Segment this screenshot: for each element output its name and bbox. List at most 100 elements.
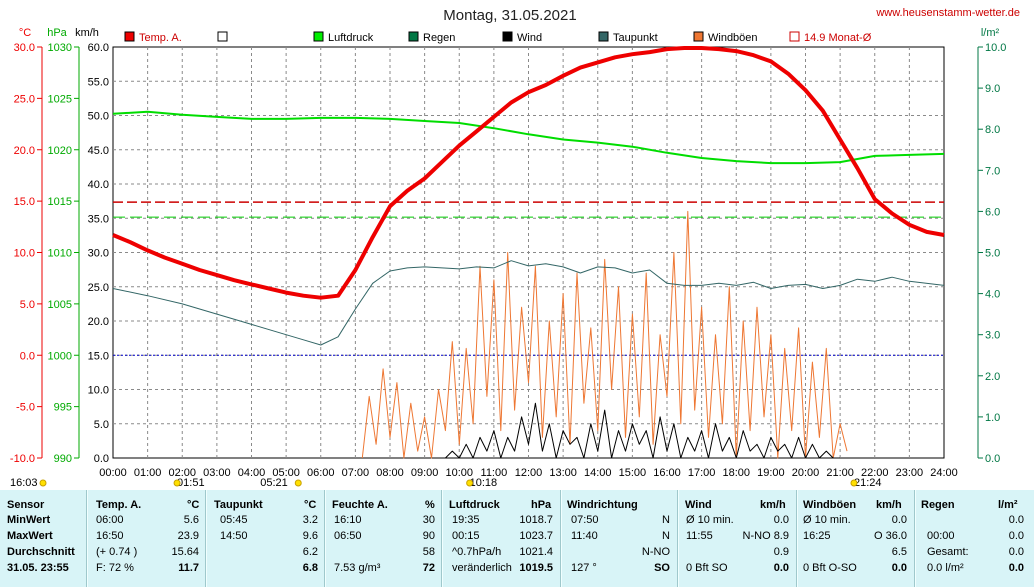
table-cell-r2: 0.0 (1008, 562, 1024, 574)
pressure-tick-label: 1030 (48, 42, 72, 54)
wind-tick-label: 10.0 (88, 385, 109, 397)
time-marker-dot (466, 479, 474, 487)
y-axes: 30.0 25.0 20.0 15.0 10.0 5.0 0.0 -5.0 -10.0 1030 1… (10, 42, 1007, 465)
wind-tick-label: 20.0 (88, 316, 109, 328)
temp-tick-label: -5.0 (16, 402, 35, 414)
table-cell-t2: 5.6 (183, 514, 199, 526)
table-cell-h2: 90 (422, 530, 435, 542)
table-cell-wi2: N-NO 8.9 (742, 530, 789, 542)
reference-lines (113, 201, 944, 356)
table-cell-r2: 0.0 (1008, 530, 1024, 542)
table-cell-h2: 30 (422, 514, 435, 526)
temp-tick-label: 10.0 (14, 248, 35, 260)
header-wind: Wind (685, 499, 712, 511)
x-tick-label: 24:00 (930, 467, 958, 479)
series-luftdruck-line (112, 110, 945, 165)
table-cell-wi1: Ø 10 min. (686, 514, 734, 526)
pressure-tick-label: 995 (54, 402, 72, 414)
rain-tick-label: 4.0 (985, 289, 1000, 301)
temp-tick-label: 15.0 (14, 196, 35, 208)
table-cell-wi2: 0.9 (773, 546, 789, 558)
header-temp-unit: °C (187, 499, 200, 511)
table-cell-sensor: MaxWert (7, 530, 53, 542)
table-cell-p2: 1021.4 (519, 546, 553, 558)
rain-unit-label: l/m² (981, 27, 1000, 39)
series-windb-en-line (361, 210, 848, 459)
time-marker-label: 01:51 (177, 477, 205, 489)
table-cell-w2: N (662, 530, 670, 542)
pressure-tick-label: 1020 (48, 145, 72, 157)
pressure-tick-label: 1000 (48, 350, 72, 362)
wind-tick-label: 0.0 (94, 453, 109, 465)
wind-tick-label: 45.0 (88, 145, 109, 157)
table-cell-g2: 6.5 (891, 546, 907, 558)
x-tick-label: 21:00 (826, 467, 854, 479)
header-gust-unit: km/h (876, 499, 902, 511)
x-tick-label: 05:00 (272, 467, 300, 479)
stats-table: Sensor Temp. A. °C Taupunkt °C Feuchte A… (0, 490, 1034, 587)
table-cell-d2: 3.2 (302, 514, 318, 526)
table-cell-w2: N (662, 514, 670, 526)
table-cell-r1: Gesamt: (927, 546, 969, 558)
series-temp-a-line (112, 46, 945, 300)
table-cell-wi2: 0.0 (773, 562, 789, 574)
time-marker-dot (294, 479, 302, 487)
table-cell-w2: N-NO (641, 546, 670, 558)
rain-tick-label: 1.0 (985, 412, 1000, 424)
wind-tick-label: 35.0 (88, 213, 109, 225)
x-tick-label: 01:00 (134, 467, 162, 479)
rain-tick-label: 3.0 (985, 330, 1000, 342)
time-marker-label: 21:24 (854, 477, 882, 489)
wind-unit-label: km/h (75, 27, 99, 39)
x-tick-label: 04:00 (238, 467, 266, 479)
x-tick-label: 19:00 (757, 467, 785, 479)
table-cell-h2: 58 (422, 546, 435, 558)
x-tick-label: 14:00 (584, 467, 612, 479)
legend-label: Luftdruck (328, 32, 374, 44)
table-cell-t2: 15.64 (171, 546, 199, 558)
table-cell-d2: 6.2 (302, 546, 318, 558)
header-wind-unit: km/h (760, 499, 786, 511)
table-cell-h1: 06:50 (334, 530, 362, 542)
temp-tick-label: 0.0 (20, 350, 35, 362)
pressure-tick-label: 1025 (48, 93, 72, 105)
table-cell-g2: 0.0 (891, 514, 907, 526)
table-cell-w1: 127 ° (571, 562, 597, 574)
legend-swatch (789, 31, 800, 42)
grid (113, 47, 944, 458)
table-cell-p1: veränderlich (452, 562, 512, 574)
time-marker-label: 10:18 (470, 477, 498, 489)
pressure-unit-label: hPa (47, 27, 67, 39)
rain-tick-label: 2.0 (985, 371, 1000, 383)
rain-tick-label: 9.0 (985, 83, 1000, 95)
series-taupunkt-line (112, 260, 945, 346)
pressure-tick-label: 990 (54, 453, 72, 465)
rain-tick-label: 10.0 (985, 42, 1006, 54)
series-group (112, 46, 945, 459)
temp-tick-label: 30.0 (14, 42, 35, 54)
pressure-tick-label: 1015 (48, 196, 72, 208)
pressure-tick-label: 1005 (48, 299, 72, 311)
table-cell-h1: 16:10 (334, 514, 362, 526)
x-tick-label: 22:00 (861, 467, 889, 479)
x-tick-label: 23:00 (896, 467, 924, 479)
table-cell-g1: 0 Bft O-SO (803, 562, 857, 574)
pressure-tick-label: 1010 (48, 248, 72, 260)
header-dew-unit: °C (304, 499, 317, 511)
x-tick-label: 18:00 (722, 467, 750, 479)
x-tick-label: 10:00 (445, 467, 473, 479)
temp-tick-label: -10.0 (10, 453, 35, 465)
x-tick-label: 02:00 (168, 467, 196, 479)
header-rain-unit: l/m² (998, 499, 1018, 511)
x-tick-label: 17:00 (688, 467, 716, 479)
weather-chart: Montag, 31.05.2021 www.heusenstamm-wette… (10, 7, 1020, 489)
x-tick-label: 07:00 (342, 467, 370, 479)
header-rain: Regen (921, 499, 955, 511)
header-pressure-unit: hPa (531, 499, 552, 511)
x-tick-label: 12:00 (515, 467, 543, 479)
table-cell-wi2: 0.0 (773, 514, 789, 526)
time-marker-dot (39, 479, 47, 487)
header-gust: Windböen (803, 499, 857, 511)
table-cell-g1: Ø 10 min. (803, 514, 851, 526)
x-tick-label: 08:00 (376, 467, 404, 479)
